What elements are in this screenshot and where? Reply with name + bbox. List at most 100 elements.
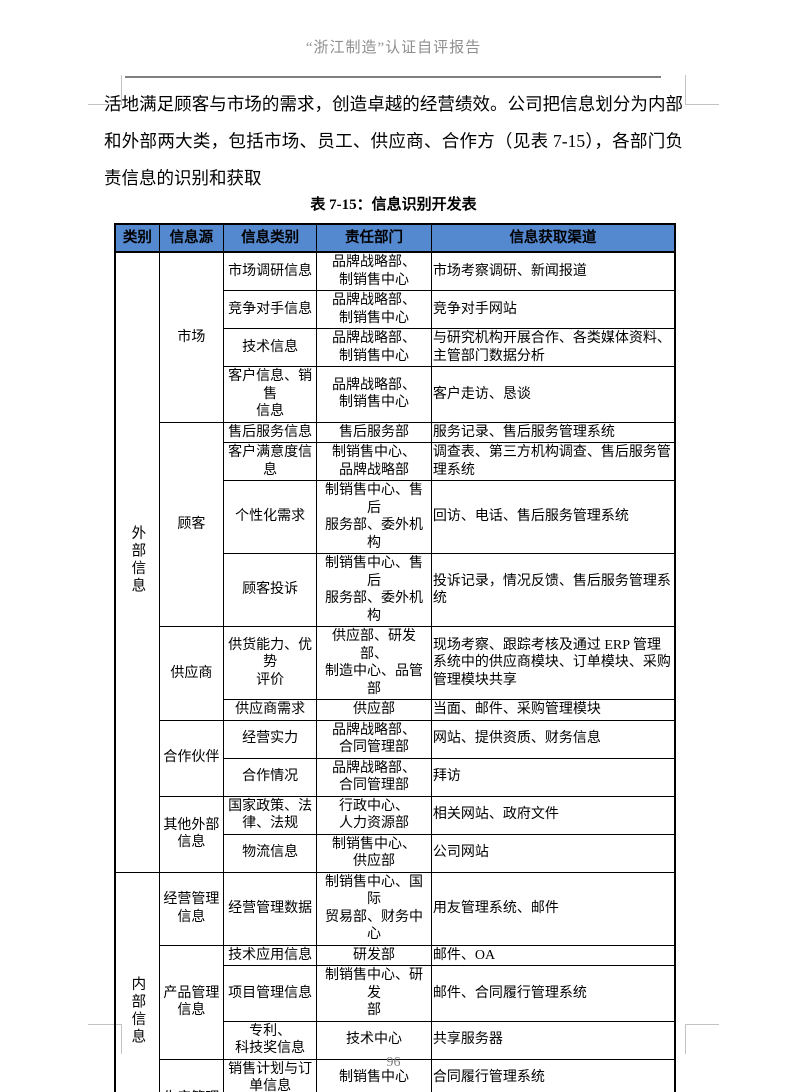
info-table: 类别 信息源 信息类别 责任部门 信息获取渠道 外部信息 市场 市场调研信息 品牌战略部、 制… bbox=[114, 223, 676, 1092]
dept-cell: 品牌战略部、 合同管理部 bbox=[316, 757, 432, 797]
table-header-row: 类别 信息源 信息类别 责任部门 信息获取渠道 bbox=[114, 223, 676, 254]
channel-cell: 邮件、OA bbox=[430, 944, 676, 967]
dept-cell: 品牌战略部、 制销售中心 bbox=[316, 366, 432, 423]
type-cell: 技术应用信息 bbox=[223, 944, 318, 967]
type-cell: 供货能力、优势 评价 bbox=[223, 626, 318, 701]
dept-cell: 行政中心、 人力资源部 bbox=[316, 795, 432, 835]
table-row: 专利、 科技奖信息 技术中心 共享服务器 bbox=[115, 1020, 676, 1060]
header-divider bbox=[125, 76, 661, 78]
table-row: 合作情况 品牌战略部、 合同管理部 拜访 bbox=[115, 757, 676, 797]
type-cell: 竞争对手信息 bbox=[223, 290, 318, 330]
channel-cell: 邮件、合同履行管理系统 bbox=[430, 965, 676, 1022]
type-cell: 物流信息 bbox=[223, 833, 318, 873]
type-cell: 专利、 科技奖信息 bbox=[223, 1020, 318, 1060]
info-table-body: 外部信息 市场 市场调研信息 品牌战略部、 制销售中心 市场考察调研、新闻报道 竞争对手信… bbox=[114, 251, 676, 1092]
table-row: 竞争对手信息 品牌战略部、 制销售中心 竞争对手网站 bbox=[115, 290, 676, 330]
type-cell: 客户满意度信 息 bbox=[223, 442, 318, 482]
type-cell: 供应商需求 bbox=[223, 699, 318, 721]
type-cell: 销售计划与订 单信息 bbox=[223, 1058, 318, 1092]
source-cell: 经营管理 信息 bbox=[158, 871, 225, 946]
table-row: 产品管理 信息 技术应用信息 研发部 邮件、OA bbox=[115, 944, 676, 1060]
channel-cell: 客户走访、恳谈 bbox=[430, 366, 676, 423]
source-cell: 其他外部 信息 bbox=[158, 795, 225, 873]
type-cell: 个性化需求 bbox=[223, 480, 318, 555]
column-header-2: 信息类别 bbox=[223, 223, 318, 254]
source-cell: 供应商 bbox=[158, 626, 225, 721]
dept-cell: 研发部 bbox=[316, 944, 432, 967]
source-cell: 市场 bbox=[158, 251, 225, 423]
dept-cell: 供应部、研发部、 制造中心、品管部 bbox=[316, 626, 432, 701]
table-row: 合作伙伴 经营实力 品牌战略部、 合同管理部 网站、提供资质、财务信息 bbox=[115, 719, 676, 797]
dept-cell: 售后服务部 bbox=[316, 421, 432, 444]
channel-cell: 竞争对手网站 bbox=[430, 290, 676, 330]
table-row: 其他外部 信息 国家政策、法 律、法规 行政中心、 人力资源部 相关网站、政府文件 bbox=[115, 795, 676, 873]
table-row: 客户满意度信 息制销售中心、 品牌战略部 调查表、第三方机构调查、售后服务管理系统 bbox=[115, 442, 676, 482]
channel-cell: 市场考察调研、新闻报道 bbox=[430, 251, 676, 292]
channel-cell: 用友管理系统、邮件 bbox=[430, 871, 676, 946]
channel-cell: 网站、提供资质、财务信息 bbox=[430, 719, 676, 759]
dept-cell: 制销售中心、售后 服务部、委外机构 bbox=[316, 553, 432, 628]
dept-cell: 品牌战略部、 合同管理部 bbox=[316, 719, 432, 759]
crop-mark-top-right bbox=[685, 75, 719, 105]
dept-cell: 品牌战略部、 制销售中心 bbox=[316, 251, 432, 292]
type-cell: 技术信息 bbox=[223, 328, 318, 368]
channel-cell: 相关网站、政府文件 bbox=[430, 795, 676, 835]
channel-cell: 与研究机构开展合作、各类媒体资料、主管部门数据分析 bbox=[430, 328, 676, 368]
dept-cell: 品牌战略部、 制销售中心 bbox=[316, 290, 432, 330]
channel-cell: 调查表、第三方机构调查、售后服务管理系统 bbox=[430, 442, 676, 482]
type-cell: 售后服务信息 bbox=[223, 421, 318, 444]
channel-cell: 投诉记录，情况反馈、售后服务管理系统 bbox=[430, 553, 676, 628]
dept-cell: 技术中心 bbox=[316, 1020, 432, 1060]
body-paragraph: 活地满足顾客与市场的需求，创造卓越的经营绩效。公司把信息划分为内部和外部两大类，… bbox=[104, 94, 683, 188]
column-header-0: 类别 bbox=[114, 223, 160, 254]
category-cell: 外部信息 bbox=[114, 251, 160, 873]
column-header-4: 信息获取渠道 bbox=[430, 223, 676, 254]
type-cell: 经营实力 bbox=[223, 719, 318, 759]
type-cell: 市场调研信息 bbox=[223, 251, 318, 292]
crop-mark-bottom-right bbox=[685, 1024, 719, 1054]
channel-cell: 服务记录、售后服务管理系统 bbox=[430, 421, 676, 444]
info-table-container: 类别 信息源 信息类别 责任部门 信息获取渠道 外部信息 市场 市场调研信息 品牌战略部、 制… bbox=[114, 223, 676, 1092]
table-row: 客户信息、销售 信息 品牌战略部、 制销售中心 客户走访、恳谈 bbox=[115, 366, 676, 423]
channel-cell: 共享服务器 bbox=[430, 1020, 676, 1060]
dept-cell: 制销售中心 bbox=[316, 1058, 432, 1092]
dept-cell: 制销售中心、售后 服务部、委外机构 bbox=[316, 480, 432, 555]
channel-cell: 当面、邮件、采购管理模块 bbox=[430, 699, 676, 721]
type-cell: 合作情况 bbox=[223, 757, 318, 797]
channel-cell: 拜访 bbox=[430, 757, 676, 797]
table-row: 外部信息 市场 市场调研信息 品牌战略部、 制销售中心 市场考察调研、新闻报道 bbox=[114, 251, 676, 873]
dept-cell: 制销售中心、研发 部 bbox=[316, 965, 432, 1022]
dept-cell: 供应部 bbox=[316, 699, 432, 721]
channel-cell: 现场考察、跟踪考核及通过 ERP 管理系统中的供应商模块、订单模块、采购管理模块… bbox=[430, 626, 676, 701]
dept-cell: 制销售中心、 品牌战略部 bbox=[316, 442, 432, 482]
dept-cell: 制销售中心、国际 贸易部、财务中心 bbox=[316, 871, 432, 946]
table-row: 技术信息 品牌战略部、 制销售中心 与研究机构开展合作、各类媒体资料、主管部门数据分… bbox=[115, 328, 676, 368]
column-header-1: 信息源 bbox=[158, 223, 225, 254]
dept-cell: 品牌战略部、 制销售中心 bbox=[316, 328, 432, 368]
channel-cell: 合同履行管理系统 bbox=[430, 1058, 676, 1092]
type-cell: 经营管理数据 bbox=[223, 871, 318, 946]
table-row: 供应商 供货能力、优势 评价 供应部、研发部、 制造中心、品管部 现场考察、跟踪考核及… bbox=[115, 626, 676, 721]
dept-cell: 制销售中心、 供应部 bbox=[316, 833, 432, 873]
table-row: 供应商需求 供应部 当面、邮件、采购管理模块 bbox=[115, 699, 676, 721]
source-cell: 合作伙伴 bbox=[158, 719, 225, 797]
table-row: 个性化需求 制销售中心、售后 服务部、委外机构 回访、电话、售后服务管理系统 bbox=[115, 480, 676, 555]
crop-mark-top-left bbox=[88, 75, 122, 105]
channel-cell: 公司网站 bbox=[430, 833, 676, 873]
source-cell: 生产管理 信息 bbox=[158, 1058, 225, 1092]
page-number: 96 bbox=[386, 1055, 401, 1070]
table-row: 项目管理信息 制销售中心、研发 部邮件、合同履行管理系统 bbox=[115, 965, 676, 1022]
document-header-title: “浙江制造”认证自评报告 bbox=[305, 40, 482, 56]
type-cell: 项目管理信息 bbox=[223, 965, 318, 1022]
category-label: 外部信息 bbox=[129, 524, 146, 595]
source-cell: 产品管理 信息 bbox=[158, 944, 225, 1060]
table-row: 物流信息 制销售中心、 供应部 公司网站 bbox=[115, 833, 676, 873]
type-cell: 客户信息、销售 信息 bbox=[223, 366, 318, 423]
table-caption: 表 7-15：信息识别开发表 bbox=[310, 197, 477, 213]
type-cell: 国家政策、法 律、法规 bbox=[223, 795, 318, 835]
column-header-3: 责任部门 bbox=[316, 223, 432, 254]
table-row: 内部信息 经营管理 信息 经营管理数据 制销售中心、国际 贸易部、财务中心 用友管理系统… bbox=[114, 871, 676, 1092]
table-row: 顾客 售后服务信息 售后服务部 服务记录、售后服务管理系统 bbox=[115, 421, 676, 628]
